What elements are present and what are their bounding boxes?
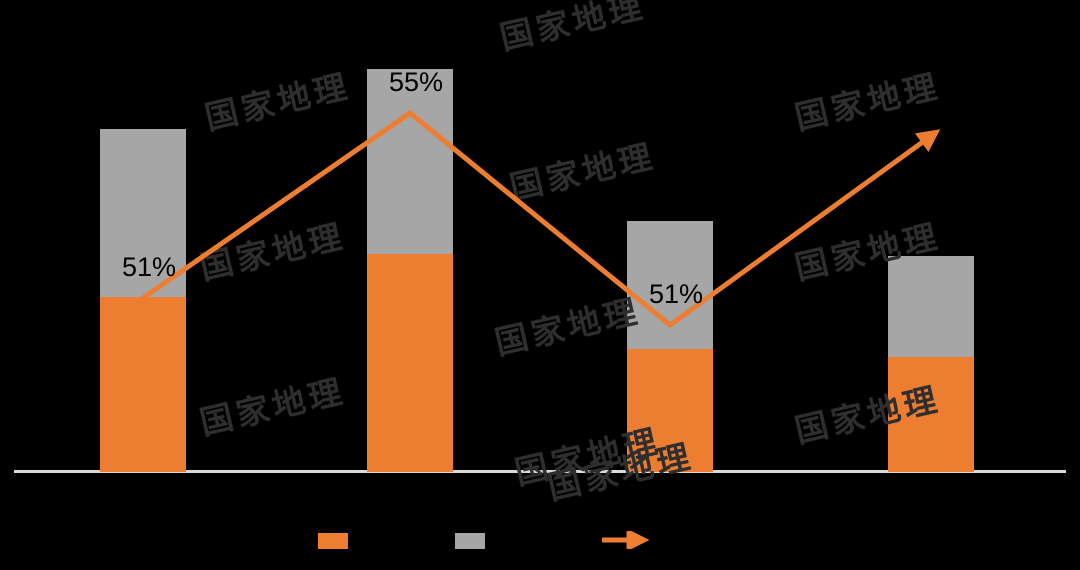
point-label-2: 55% — [388, 67, 444, 97]
legend-line-swatch — [602, 531, 650, 549]
bar-3-orange-bottom-segment — [627, 349, 713, 472]
legend-orange-swatch — [318, 533, 348, 549]
point-label-1: 51% — [121, 252, 177, 282]
legend-gray-swatch — [455, 533, 485, 549]
bar-4-orange-bottom-segment — [888, 357, 974, 472]
point-label-3: 51% — [648, 279, 704, 309]
x-axis-line — [14, 470, 1066, 473]
